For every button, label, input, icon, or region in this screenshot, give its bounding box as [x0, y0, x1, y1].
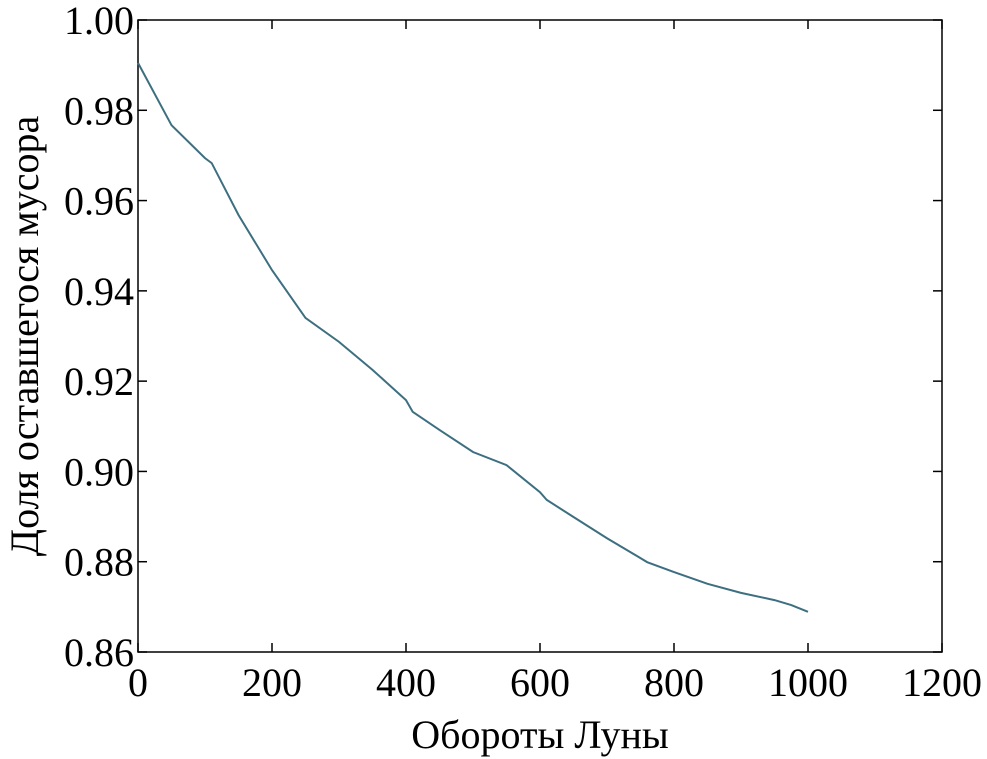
y-tick-label: 0.96 [64, 179, 134, 224]
y-axis-label: Доля оставшегося мусора [2, 116, 47, 557]
y-tick-label: 1.00 [64, 0, 134, 43]
y-tick-label: 0.92 [64, 359, 134, 404]
x-tick-label: 400 [376, 660, 436, 705]
y-tick-label: 0.86 [64, 630, 134, 675]
y-tick-label: 0.88 [64, 540, 134, 585]
x-tick-label: 0 [128, 660, 148, 705]
x-tick-label: 800 [644, 660, 704, 705]
x-tick-label: 1000 [768, 660, 848, 705]
x-tick-label: 1200 [902, 660, 982, 705]
y-tick-label: 0.98 [64, 88, 134, 133]
x-tick-label: 600 [510, 660, 570, 705]
plot-frame [137, 19, 943, 653]
x-axis-label: Обороты Луны [411, 712, 668, 757]
y-tick-label: 0.90 [64, 449, 134, 494]
data-line [137, 62, 809, 613]
x-tick-label: 200 [242, 660, 302, 705]
y-tick-label: 0.94 [64, 269, 134, 314]
